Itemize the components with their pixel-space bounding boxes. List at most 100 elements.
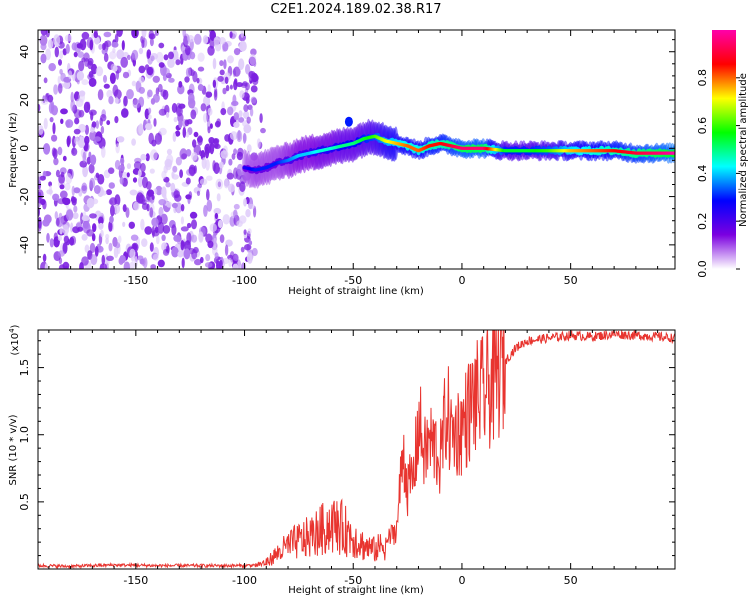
spectrogram-noise-cell xyxy=(48,181,52,187)
spectrogram-noise-cell xyxy=(212,58,217,70)
spectrogram-noise-cell xyxy=(39,175,46,181)
spectrogram-noise-cell xyxy=(75,222,82,228)
spectrogram-x-axis-label: Height of straight line (km) xyxy=(288,286,424,297)
spectrogram-noise-cell xyxy=(120,56,128,68)
spectrogram-noise-cell xyxy=(213,237,217,248)
spectrogram-noise-cell xyxy=(53,34,61,47)
spectrogram-noise-cell xyxy=(71,147,78,156)
spectrogram-noise-cell xyxy=(62,155,67,162)
spectrogram-noise-cell xyxy=(220,150,229,159)
spectrogram-noise-cell xyxy=(73,187,81,194)
spectrogram-noise-cell xyxy=(38,216,42,229)
spectrogram-noise-cell xyxy=(190,109,197,120)
spectrogram-noise-cell xyxy=(141,39,145,49)
spectrogram-noise-cell xyxy=(158,42,165,49)
spectrogram-noise-cell xyxy=(112,65,118,72)
spectrogram-noise-cell xyxy=(71,42,78,51)
spectrogram-noise-cell xyxy=(91,63,98,75)
spectrogram-noise-cell xyxy=(40,53,47,64)
spectrogram-noise-cell xyxy=(149,207,154,218)
spectrogram-noise-cell xyxy=(106,255,114,261)
spectrogram-noise-cell xyxy=(212,160,216,172)
spectrogram-noise-cell xyxy=(49,117,54,123)
spectrogram-noise-cell xyxy=(241,262,246,269)
spectrogram-noise-cell xyxy=(77,51,84,58)
spectrogram-noise-cell xyxy=(229,31,233,39)
spectrogram-noise-cell xyxy=(137,175,143,188)
spectrogram-noise-cell xyxy=(196,77,200,84)
spectrogram-noise-cell xyxy=(150,55,155,62)
spectrogram-noise-cell xyxy=(82,151,87,163)
spectrogram-noise-cell xyxy=(57,75,61,85)
spectrogram-noise-cell xyxy=(154,30,159,36)
spectrogram-noise-cell xyxy=(73,205,78,213)
spectrogram-noise-cell xyxy=(184,119,190,127)
spectrogram-noise-cell xyxy=(198,231,203,242)
spectrogram-noise-cell xyxy=(204,146,210,159)
spectrogram-noise-cell xyxy=(108,96,114,105)
spectrogram-noise-cell xyxy=(141,30,147,38)
snr-x-tick-label: 0 xyxy=(458,574,465,587)
spectrogram-noise-cell xyxy=(151,229,160,237)
spectrogram-noise-cell xyxy=(78,90,86,97)
spectrogram-noise-cell xyxy=(130,234,139,241)
spectrogram-noise-cell xyxy=(79,262,84,269)
spectrogram-noise-cell xyxy=(47,94,54,103)
spectrogram-noise-cell xyxy=(207,126,211,134)
snr-panel: -150 -100 -50 0 50 0.5 1.0 1.5 Height of strai… xyxy=(8,324,676,596)
spectrogram-noise-cell xyxy=(59,50,64,59)
spectrogram-noise-cell xyxy=(236,163,244,176)
spectrogram-noise-cell xyxy=(128,221,135,229)
spectrogram-noise-cell xyxy=(68,70,73,80)
spectrogram-noise-cell xyxy=(114,33,119,44)
spectrogram-noise-cell xyxy=(147,114,152,120)
spectrogram-noise-cell xyxy=(162,67,170,76)
spectrogram-noise-cell xyxy=(153,188,158,195)
spectrogram-noise-cell xyxy=(184,76,190,83)
spectrogram-noise-cell xyxy=(223,178,229,189)
spectrogram-noise-cell xyxy=(42,199,47,210)
spectrogram-noise-cell xyxy=(245,64,251,75)
spectrogram-noise-cell xyxy=(46,189,54,195)
spectrogram-noise-cell xyxy=(153,118,157,127)
snr-y-tick-label: 1.5 xyxy=(18,359,31,377)
spectrogram-noise-cell xyxy=(157,221,165,234)
spectrogram-noise-cell xyxy=(71,185,76,196)
spectrogram-noise-cell xyxy=(76,71,85,81)
spectrogram-noise-cell xyxy=(231,153,236,160)
spectrogram-noise-cell xyxy=(115,242,121,249)
spectrogram-noise-cell xyxy=(145,181,152,190)
spectrogram-noise-cell xyxy=(232,263,239,269)
snr-x-ticks: -150 -100 -50 0 50 xyxy=(48,330,659,587)
spectrogram-noise-cell xyxy=(131,138,137,146)
spectrogram-noise-cell xyxy=(43,143,51,155)
spectrogram-noise-cell xyxy=(213,143,221,150)
spectrogram-noise-cell xyxy=(119,176,124,185)
spectrogram-noise-cell xyxy=(175,202,183,214)
spectrogram-noise-cell xyxy=(217,75,224,82)
spectrogram-noise-cell xyxy=(168,77,175,83)
spectrogram-noise-cell xyxy=(132,99,141,109)
spectrogram-noise-cell xyxy=(200,103,207,112)
spectrogram-noise-cell xyxy=(131,49,139,61)
snr-x-tick-label: 50 xyxy=(564,574,578,587)
spectrogram-noise-cell xyxy=(113,203,121,214)
spectrogram-noise-cell xyxy=(188,92,195,104)
colorbar: 0.0 0.2 0.4 0.6 0.8 Normalized spectral ampl… xyxy=(696,30,749,278)
spectrogram-noise-cell xyxy=(146,49,152,59)
spectrogram-noise-cell xyxy=(152,75,160,83)
spectrogram-noise-cell xyxy=(59,227,63,235)
snr-series-line xyxy=(38,330,675,569)
spectrogram-noise-cell xyxy=(98,43,103,50)
spectrogram-noise-cell xyxy=(84,135,90,145)
spectrogram-noise-cell xyxy=(49,238,54,248)
spectrogram-noise-cell xyxy=(106,120,111,126)
spectrogram-noise-cell xyxy=(197,66,205,72)
spectrogram-noise-cell xyxy=(240,30,244,38)
spectrogram-noise-cell xyxy=(204,262,213,268)
spectrogram-noise-cell xyxy=(228,158,233,166)
spectrogram-noise-cell xyxy=(165,182,171,188)
spectrogram-noise-cell xyxy=(66,137,71,146)
spectrogram-noise-cell xyxy=(79,38,87,51)
spectrogram-noise-cell xyxy=(84,124,89,135)
